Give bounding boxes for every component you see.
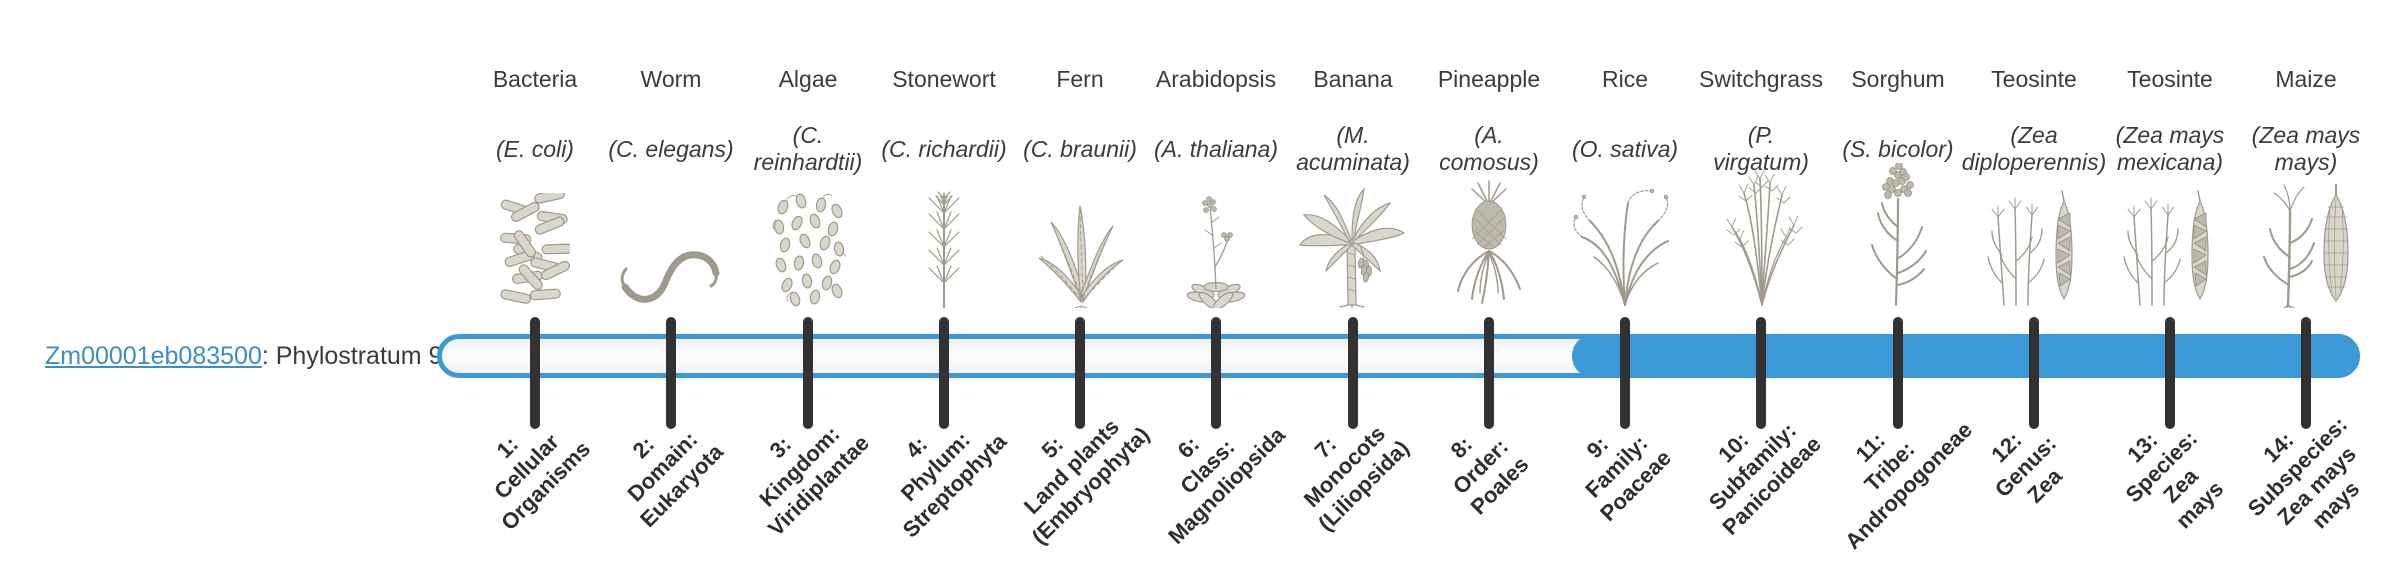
stratum-tick bbox=[2165, 317, 2175, 429]
organism-scientific-name: (M. acuminata) bbox=[1296, 122, 1410, 175]
stratum-tick bbox=[530, 317, 540, 429]
organism-scientific-name: (C. braunii) bbox=[1023, 135, 1137, 162]
stratum-label: 10: Subfamily: Panicoideae bbox=[1703, 417, 1826, 540]
rice-illustration bbox=[1570, 173, 1680, 308]
stratum-tick bbox=[2029, 317, 2039, 429]
phylostratum-fill bbox=[1572, 334, 2360, 378]
stratum-label: 7: Monocots (Liliopsida) bbox=[1298, 420, 1414, 536]
stratum-label: 11: Tribe: Andropogoneae bbox=[1840, 417, 1978, 555]
sorghum-illustration bbox=[1866, 162, 1931, 308]
organism-name: Bacteria bbox=[492, 66, 578, 92]
arabidopsis-illustration bbox=[1179, 183, 1254, 311]
organism-name: Worm bbox=[640, 66, 702, 92]
algae-illustration bbox=[771, 193, 847, 308]
organism-name: Teosinte bbox=[1991, 66, 2077, 92]
stratum-label: 3: Kingdom: Viridiplantae bbox=[754, 421, 874, 541]
organism-scientific-name: (S. bicolor) bbox=[1842, 135, 1954, 162]
gene-id-link[interactable]: Zm00001eb083500 bbox=[45, 342, 262, 370]
worm-illustration bbox=[619, 223, 724, 308]
organism-name: Stonewort bbox=[892, 66, 996, 92]
fern-illustration bbox=[1033, 188, 1128, 309]
organism-name: Algae bbox=[778, 66, 838, 92]
organism-scientific-name: (A. comosus) bbox=[1439, 122, 1539, 175]
teosinte-illustration bbox=[2118, 183, 2223, 308]
teosinte-illustration bbox=[1982, 183, 2087, 308]
organism-scientific-name: (C. reinhardtii) bbox=[753, 122, 863, 175]
stratum-tick bbox=[1620, 317, 1630, 429]
stratum-tick bbox=[1211, 317, 1221, 429]
organism-scientific-name: (A. thaliana) bbox=[1153, 135, 1278, 162]
switchgrass-illustration bbox=[1714, 163, 1809, 308]
organism-name: Fern bbox=[1056, 66, 1104, 92]
stratum-tick bbox=[939, 317, 949, 429]
stratum-label: 6: Class: Magnoliopsida bbox=[1163, 422, 1290, 549]
organism-scientific-name: (P. virgatum) bbox=[1713, 122, 1809, 175]
stratum-tick bbox=[803, 317, 813, 429]
stratum-label: 5: Land plants (Embryophyta) bbox=[1018, 413, 1155, 550]
banana-illustration bbox=[1298, 183, 1408, 309]
stratum-tick bbox=[666, 317, 676, 429]
organism-scientific-name: (Zea mays mays) bbox=[2251, 122, 2361, 175]
stratum-label: 1: Cellular Organisms bbox=[489, 429, 596, 536]
maize-illustration bbox=[2254, 173, 2359, 316]
organism-scientific-name: (Zea mays mexicana) bbox=[2115, 122, 2225, 175]
stratum-label: 12: Genus: Zea bbox=[1986, 427, 2067, 508]
organism-scientific-name: (Zea diploperennis) bbox=[1961, 122, 2107, 175]
organism-name: Rice bbox=[1601, 66, 1648, 92]
organism-name: Arabidopsis bbox=[1155, 66, 1277, 92]
organism-name: Sorghum bbox=[1851, 66, 1945, 92]
organism-scientific-name: (C. elegans) bbox=[608, 135, 734, 162]
stratum-tick bbox=[1893, 317, 1903, 429]
pineapple-illustration bbox=[1454, 173, 1524, 308]
stratum-label: 2: Domain: Eukaryota bbox=[622, 426, 728, 532]
organism-scientific-name: (O. sativa) bbox=[1571, 135, 1679, 162]
organism-name: Banana bbox=[1313, 66, 1393, 92]
stonewort-illustration bbox=[917, 183, 972, 309]
gene-phylostratum-text: : Phylostratum 9 bbox=[261, 342, 443, 370]
bacteria-illustration bbox=[500, 188, 573, 308]
stratum-tick bbox=[1484, 317, 1494, 429]
stratum-tick bbox=[2301, 317, 2311, 429]
organism-name: Pineapple bbox=[1437, 66, 1541, 92]
organism-name: Teosinte bbox=[2127, 66, 2213, 92]
stratum-label: 9: Family: Poaceae bbox=[1580, 430, 1676, 526]
stratum-tick bbox=[1348, 317, 1358, 429]
organism-scientific-name: (C. richardii) bbox=[881, 135, 1007, 162]
stratum-tick bbox=[1075, 317, 1085, 429]
gene-label: Zm00001eb083500: Phylostratum 9 bbox=[45, 342, 443, 371]
organism-name: Maize bbox=[2275, 66, 2337, 92]
organism-scientific-name: (E. coli) bbox=[496, 135, 574, 162]
stratum-tick bbox=[1756, 317, 1766, 429]
organism-name: Switchgrass bbox=[1699, 66, 1823, 92]
stratum-label: 4: Phylum: Streptophyta bbox=[895, 426, 1012, 543]
stratum-label: 8: Order: Poales bbox=[1445, 431, 1534, 520]
